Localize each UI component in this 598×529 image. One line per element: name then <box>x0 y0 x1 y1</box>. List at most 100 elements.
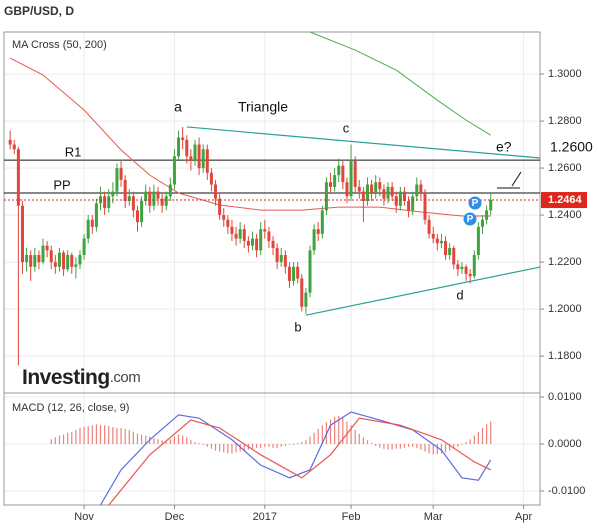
candle-body <box>140 200 144 223</box>
candle-body <box>456 264 460 270</box>
candle-body <box>193 144 197 162</box>
histogram-bar <box>288 443 291 445</box>
macd-line <box>108 417 491 506</box>
candle-body <box>320 210 324 234</box>
histogram-bar <box>407 443 410 447</box>
pivot-label: R1 <box>65 145 82 160</box>
candle-body <box>304 292 308 307</box>
y-tick-label: 1.2400 <box>548 209 582 221</box>
histogram-bar <box>477 431 479 444</box>
x-tick-label: Apr <box>515 511 532 523</box>
histogram-bar <box>104 425 106 444</box>
candle-body <box>329 182 333 187</box>
candle-body <box>70 255 74 267</box>
histogram-bar <box>379 443 381 448</box>
candle-body <box>275 247 279 263</box>
histogram-bar <box>350 425 352 444</box>
y-tick-label: 1.2600 <box>548 162 582 174</box>
candle-body <box>238 229 242 239</box>
candle-body <box>230 226 234 234</box>
candle-body <box>185 139 189 157</box>
candle-body <box>168 184 172 197</box>
histogram-bar <box>346 421 348 444</box>
histogram-bar <box>182 435 184 444</box>
histogram-bar <box>169 439 171 444</box>
histogram-bar <box>490 421 492 444</box>
histogram-bar <box>453 443 455 449</box>
candle-body <box>74 264 78 267</box>
histogram-bar <box>124 428 126 444</box>
candle-body <box>316 229 320 234</box>
candle-body <box>267 231 271 241</box>
candle-body <box>263 229 267 232</box>
candle-body <box>148 191 152 206</box>
histogram-bar <box>416 443 418 448</box>
candle-body <box>292 266 296 281</box>
trend-line <box>186 126 541 159</box>
candle-body <box>8 139 12 145</box>
candle-body <box>226 219 230 227</box>
candle-body <box>283 255 287 267</box>
histogram-bar <box>317 428 319 444</box>
candle-body <box>197 144 201 169</box>
candle-body <box>127 196 131 201</box>
histogram-bar <box>358 433 360 444</box>
annotation: b <box>294 319 301 334</box>
candle-body <box>242 229 246 241</box>
histogram-bar <box>79 428 81 444</box>
histogram-bar <box>391 443 393 450</box>
histogram-bar <box>420 443 422 450</box>
histogram-bar <box>75 429 77 444</box>
candle-body <box>345 182 349 197</box>
histogram-bar <box>251 443 254 449</box>
candle-body <box>427 219 431 234</box>
pivot-marker <box>468 196 482 210</box>
candle-body <box>402 191 406 201</box>
candle-body <box>365 184 369 201</box>
histogram-bar <box>210 443 213 449</box>
histogram-bar <box>309 436 311 444</box>
histogram-bar <box>223 443 225 453</box>
candle-body <box>468 273 472 277</box>
last-price-box <box>541 192 587 209</box>
moving-average-line <box>9 57 491 217</box>
candle-body <box>41 245 45 263</box>
histogram-bar <box>280 443 282 447</box>
histogram-bar <box>194 442 196 444</box>
histogram-bar <box>432 443 434 455</box>
x-tick-label: Feb <box>342 511 361 523</box>
histogram-bar <box>334 416 336 444</box>
candle-body <box>181 137 185 140</box>
candle-body <box>439 240 443 244</box>
histogram-bar <box>145 435 147 444</box>
annotation: 1.2600 <box>550 139 593 155</box>
y-tick-label: 1.2200 <box>548 256 582 268</box>
histogram-bar <box>481 428 484 444</box>
y-tick-label: 1.2000 <box>548 303 582 315</box>
last-price-label: 1.2464 <box>548 194 583 206</box>
histogram-bar <box>321 425 323 444</box>
candle-body <box>12 144 16 150</box>
candle-body <box>423 193 427 220</box>
y-tick-label: 1.1800 <box>548 350 582 362</box>
candle-body <box>472 255 476 277</box>
histogram-bar <box>87 426 89 444</box>
histogram-bar <box>157 439 159 444</box>
histogram-bar <box>387 443 389 450</box>
candle-body <box>144 191 148 201</box>
candle-body <box>460 266 464 270</box>
histogram-bar <box>120 428 122 444</box>
histogram-bar <box>190 440 192 444</box>
candle-body <box>419 184 423 194</box>
x-tick-label: 2017 <box>253 511 277 523</box>
candle-body <box>156 191 160 199</box>
histogram-bar <box>219 443 221 452</box>
histogram-bar <box>128 429 130 444</box>
candle-body <box>78 255 82 265</box>
candle-body <box>201 149 205 169</box>
annotation: e? <box>496 139 512 155</box>
histogram-bar <box>62 434 65 444</box>
histogram-bar <box>132 431 134 444</box>
